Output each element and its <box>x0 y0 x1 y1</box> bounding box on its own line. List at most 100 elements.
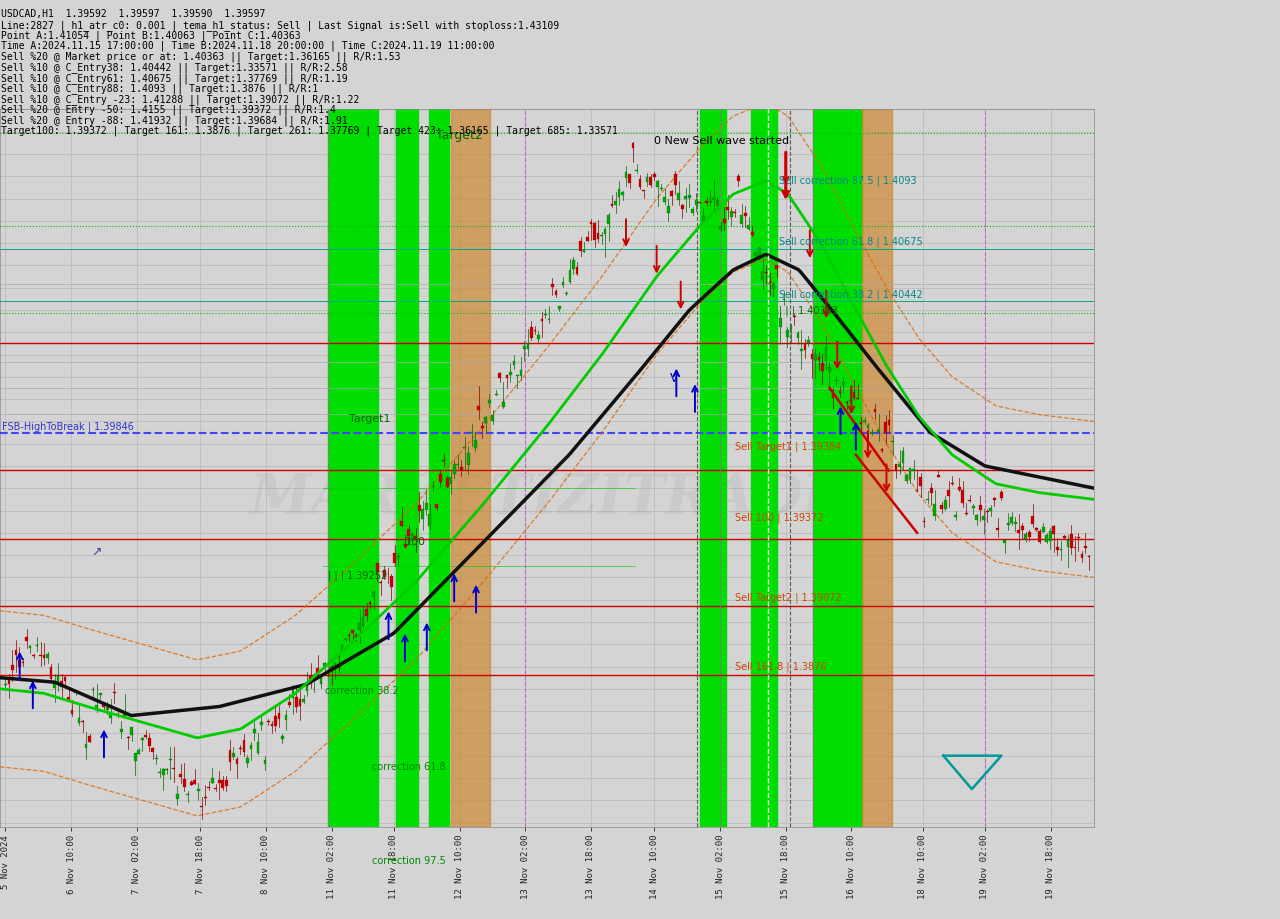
Bar <box>632 143 635 148</box>
Bar <box>786 331 788 337</box>
Bar <box>189 783 193 785</box>
Bar <box>242 740 246 752</box>
Bar <box>1084 546 1087 549</box>
Bar <box>407 529 410 537</box>
Bar <box>572 261 575 269</box>
Bar <box>1052 527 1055 535</box>
Bar <box>685 197 687 200</box>
Bar <box>965 514 968 515</box>
Bar <box>477 407 480 411</box>
Bar <box>768 282 772 283</box>
Bar <box>804 345 806 350</box>
Bar <box>397 556 399 558</box>
Bar <box>340 645 343 651</box>
Bar <box>141 739 143 740</box>
Bar <box>232 753 234 757</box>
Bar <box>328 110 378 827</box>
Bar <box>99 694 101 696</box>
Bar <box>415 537 417 540</box>
Bar <box>790 326 792 330</box>
Bar <box>116 714 119 715</box>
Bar <box>8 678 10 684</box>
Bar <box>691 210 694 213</box>
Text: Sell %20 @ Entry -88: 1.41932 || Target:1.39684 || R/R:1.91: Sell %20 @ Entry -88: 1.41932 || Target:… <box>1 115 348 125</box>
Bar <box>607 216 611 225</box>
Bar <box>302 699 305 702</box>
Bar <box>813 110 863 827</box>
Bar <box>957 487 960 491</box>
Bar <box>913 470 915 471</box>
Bar <box>808 341 810 344</box>
Bar <box>870 432 873 435</box>
Bar <box>568 270 571 283</box>
Bar <box>796 335 799 339</box>
Bar <box>498 373 502 379</box>
Text: Sell %20 @ Entry -50: 1.4155 || Target:1.39372 || R/R:1.4: Sell %20 @ Entry -50: 1.4155 || Target:1… <box>1 105 337 115</box>
Bar <box>832 395 835 398</box>
Bar <box>411 535 413 540</box>
Bar <box>12 665 14 670</box>
Bar <box>358 624 361 630</box>
Bar <box>810 355 813 359</box>
Bar <box>197 789 200 791</box>
Bar <box>123 714 125 717</box>
Text: Sell %10 @ C_Entry -23: 1.41288 || Target:1.39072 || R/R:1.22: Sell %10 @ C_Entry -23: 1.41288 || Targe… <box>1 94 360 105</box>
Bar <box>989 508 992 511</box>
Bar <box>891 441 893 443</box>
Bar <box>1038 532 1041 542</box>
Bar <box>512 361 516 366</box>
Bar <box>754 253 758 257</box>
Bar <box>713 199 716 200</box>
Bar <box>677 193 680 201</box>
Bar <box>751 110 777 827</box>
Bar <box>748 225 750 229</box>
Bar <box>590 223 593 225</box>
Bar <box>582 251 585 253</box>
Bar <box>937 476 940 477</box>
Bar <box>445 478 448 487</box>
Bar <box>383 571 385 577</box>
Bar <box>614 201 617 206</box>
Text: Sell Target2 | 1.39072: Sell Target2 | 1.39072 <box>736 592 842 603</box>
Bar <box>78 718 81 722</box>
Text: Sell 100 | 1.39372: Sell 100 | 1.39372 <box>736 512 824 522</box>
Bar <box>727 208 730 210</box>
Bar <box>288 703 291 706</box>
Bar <box>403 544 407 548</box>
Text: Sell correction 38.2 | 1.40442: Sell correction 38.2 | 1.40442 <box>780 289 923 300</box>
Bar <box>236 759 238 764</box>
Bar <box>881 449 883 451</box>
Bar <box>975 516 978 520</box>
Bar <box>562 283 564 286</box>
Bar <box>520 371 522 377</box>
Bar <box>421 510 424 519</box>
Bar <box>828 368 831 372</box>
Bar <box>877 430 879 433</box>
Bar <box>719 227 722 230</box>
Bar <box>646 177 649 183</box>
Bar <box>151 748 154 753</box>
Bar <box>596 233 599 240</box>
Bar <box>28 646 32 648</box>
Bar <box>671 192 673 197</box>
Bar <box>449 477 452 485</box>
Bar <box>270 724 274 726</box>
Text: Line:2827 | h1_atr_c0: 0.001 | tema_h1_status: Sell | Last Signal is:Sell with s: Line:2827 | h1_atr_c0: 0.001 | tema_h1_s… <box>1 19 559 30</box>
Bar <box>221 780 224 789</box>
Bar <box>173 767 175 769</box>
Bar <box>175 794 179 799</box>
Bar <box>323 664 326 666</box>
Bar <box>1088 556 1091 558</box>
Bar <box>1050 531 1052 541</box>
Bar <box>762 272 764 280</box>
Bar <box>246 759 248 763</box>
Text: V: V <box>669 372 678 385</box>
Bar <box>401 521 403 527</box>
Bar <box>397 110 419 827</box>
Text: Sell %10 @ C_Entry38: 1.40442 || Target:1.33571 || R/R:2.58: Sell %10 @ C_Entry38: 1.40442 || Target:… <box>1 62 348 73</box>
Bar <box>1014 522 1016 525</box>
Bar <box>751 233 754 236</box>
Bar <box>723 220 726 223</box>
Bar <box>431 486 435 487</box>
Bar <box>943 501 946 509</box>
